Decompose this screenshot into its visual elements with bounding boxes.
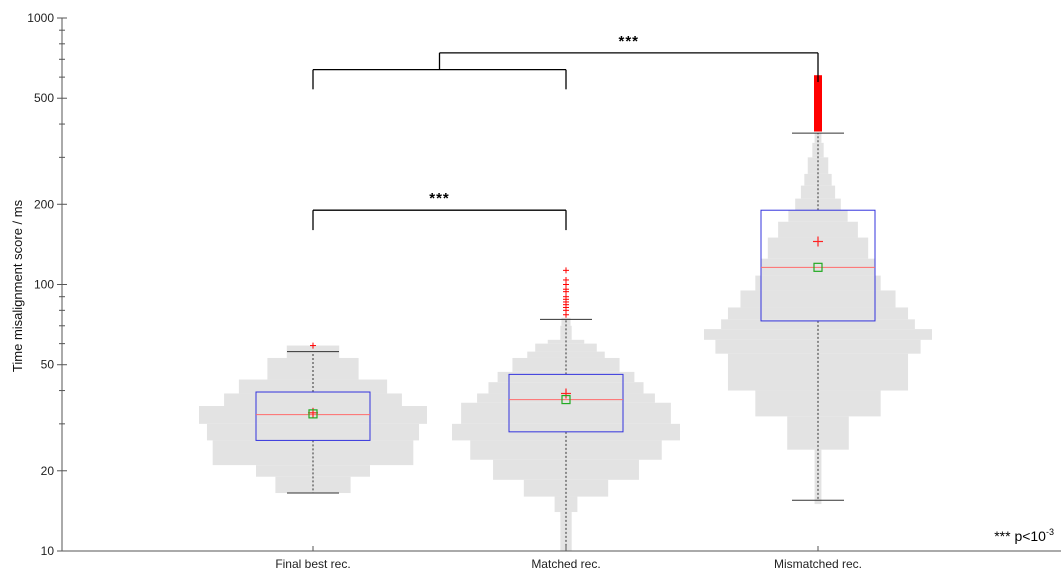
histogram-bin	[727, 353, 909, 391]
significance-brackets: *** ***	[312, 33, 819, 231]
significance-bracket: ***	[438, 33, 819, 83]
outlier-cluster	[814, 75, 822, 132]
histogram-bin	[778, 221, 858, 238]
histogram-bin	[727, 307, 909, 320]
histogram-bin	[560, 512, 572, 551]
histogram-bin	[788, 210, 848, 222]
histogram-bin	[488, 382, 644, 394]
x-category-label: Matched rec.	[531, 557, 600, 570]
histogram-bin	[497, 371, 635, 383]
y-tick-label: 20	[41, 464, 55, 478]
y-tick-label: 10	[41, 544, 55, 558]
significance-note-prefix: *** p<10	[994, 528, 1046, 544]
significance-stars: ***	[429, 190, 450, 207]
histogram-bin	[470, 440, 662, 460]
histogram-bin	[755, 275, 881, 291]
histogram-bin	[256, 465, 370, 477]
histogram-bin	[206, 423, 420, 441]
mean-square-marker	[813, 262, 823, 272]
outliers	[310, 75, 822, 349]
histogram-bin	[721, 319, 915, 330]
significance-stars: ***	[618, 33, 639, 50]
significance-note-superscript: -3	[1046, 527, 1054, 537]
histogram-bin	[814, 449, 822, 505]
y-tick-label: 500	[34, 91, 54, 105]
y-tick-label: 200	[34, 197, 54, 211]
significance-bracket: ***	[312, 190, 567, 231]
histogram-bin	[535, 343, 597, 352]
box-iqr	[508, 373, 624, 433]
histogram-bin	[267, 357, 359, 380]
histogram-bin	[461, 402, 671, 424]
boxes	[255, 209, 876, 441]
y-tick-label: 50	[41, 358, 55, 372]
histogram-bin	[740, 290, 896, 308]
histogram-bin	[224, 393, 402, 407]
mean-square-marker	[561, 394, 571, 405]
box-iqr	[255, 391, 371, 441]
box-iqr	[760, 209, 876, 322]
mean-square-marker	[308, 409, 318, 419]
histogram-bin	[804, 173, 832, 186]
significance-bracket	[312, 69, 567, 90]
x-category-label: Final best rec.	[275, 557, 350, 570]
y-tick-label: 100	[34, 278, 54, 292]
significance-note: *** p<10-3	[994, 527, 1054, 544]
histogram-bin	[800, 185, 836, 199]
y-axis-label: Time misalignment score / ms	[10, 199, 25, 372]
x-category-label: Mismatched rec.	[774, 557, 862, 570]
histogram-bin	[527, 351, 605, 358]
histogram-bin	[767, 237, 869, 259]
axes: 10 20 50 100 200 500 1000 Final best rec. Matche…	[27, 11, 1061, 570]
y-tick-label: 1000	[27, 11, 54, 25]
